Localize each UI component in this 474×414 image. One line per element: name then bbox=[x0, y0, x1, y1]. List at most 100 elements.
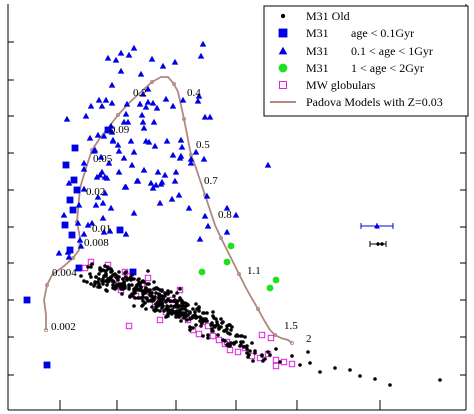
point-old bbox=[199, 324, 203, 328]
legend-swatch-mw bbox=[278, 80, 288, 90]
point-old bbox=[148, 288, 152, 292]
point-mid bbox=[80, 159, 88, 166]
legend-label: MW globulars bbox=[306, 78, 376, 92]
point-old bbox=[184, 313, 188, 317]
point-old bbox=[274, 347, 278, 351]
point-mid bbox=[149, 184, 157, 191]
point-old bbox=[333, 366, 337, 370]
point-old bbox=[160, 306, 164, 310]
point-old bbox=[111, 273, 115, 277]
point-old bbox=[219, 317, 223, 321]
point-mid bbox=[179, 96, 187, 103]
point-young bbox=[116, 226, 124, 234]
model-age-tick bbox=[236, 271, 241, 276]
point-mid bbox=[65, 179, 73, 186]
point-old bbox=[181, 304, 185, 308]
point-old bbox=[178, 304, 182, 308]
point-old bbox=[188, 325, 192, 329]
model-age-tick bbox=[171, 82, 176, 87]
point-mid bbox=[148, 55, 156, 62]
point-mw bbox=[209, 332, 217, 340]
point-mid bbox=[147, 179, 155, 186]
point-mw bbox=[267, 334, 275, 342]
point-old bbox=[191, 307, 195, 311]
point-old bbox=[139, 296, 143, 300]
point-old bbox=[128, 294, 132, 298]
point-old bbox=[82, 279, 86, 283]
point-old bbox=[89, 265, 93, 269]
legend-entry-mid: M31 0.1 < age < 1Gyr bbox=[278, 44, 433, 58]
point-old bbox=[221, 320, 225, 324]
point-old bbox=[236, 334, 240, 338]
point-mid bbox=[201, 212, 209, 219]
point-young bbox=[61, 221, 69, 229]
point-old bbox=[221, 338, 225, 342]
point-mid bbox=[159, 62, 167, 69]
point-old bbox=[97, 272, 101, 276]
model-age-tick bbox=[289, 340, 294, 345]
point-mid bbox=[99, 214, 107, 221]
error-bar bbox=[369, 241, 387, 247]
point-mid bbox=[156, 199, 164, 206]
point-old bbox=[245, 344, 249, 348]
point-mid bbox=[90, 147, 98, 154]
point-old bbox=[438, 378, 442, 382]
point-old bbox=[106, 265, 110, 269]
legend-label: M31 bbox=[306, 26, 329, 40]
model-age-label: 0.02 bbox=[86, 186, 105, 198]
point-old bbox=[130, 283, 134, 287]
point-old bbox=[89, 275, 93, 279]
point-old bbox=[110, 269, 114, 273]
point-old bbox=[212, 324, 216, 328]
point-old bbox=[164, 315, 168, 319]
model-age-tick bbox=[116, 113, 121, 118]
point-old bbox=[226, 342, 230, 346]
legend-label: Padova Models with Z=0.03 bbox=[306, 95, 443, 109]
point-old bbox=[248, 349, 252, 353]
point-mid bbox=[80, 230, 88, 237]
point-mid bbox=[138, 111, 146, 118]
point-old bbox=[98, 268, 102, 272]
point-old bbox=[178, 311, 182, 315]
series-intermediate bbox=[198, 242, 280, 292]
legend-swatch-mid bbox=[278, 46, 288, 55]
point-old bbox=[124, 270, 128, 274]
point-old bbox=[176, 299, 180, 303]
point-old bbox=[117, 270, 121, 274]
point-mid bbox=[133, 177, 141, 184]
point-mid bbox=[109, 137, 117, 144]
point-mid bbox=[187, 155, 195, 162]
legend: M31 Old M31 age < 0.1Gyr M31 0.1 < age < 1Gy… bbox=[263, 5, 469, 117]
point-young bbox=[70, 176, 78, 184]
point-old bbox=[229, 341, 233, 345]
legend-label: M31 bbox=[306, 61, 329, 75]
point-mid bbox=[103, 174, 111, 181]
point-mid bbox=[223, 204, 231, 211]
point-old bbox=[100, 279, 104, 283]
point-mid bbox=[115, 147, 123, 154]
point-mid bbox=[75, 201, 83, 208]
point-old bbox=[210, 321, 214, 325]
point-mid bbox=[151, 142, 159, 149]
point-mid bbox=[130, 209, 138, 216]
point-old bbox=[141, 299, 145, 303]
point-mid bbox=[169, 102, 177, 109]
point-old bbox=[205, 319, 209, 323]
point-mid bbox=[185, 204, 193, 211]
point-young bbox=[69, 206, 77, 214]
point-mw bbox=[195, 330, 203, 338]
point-mid bbox=[232, 211, 240, 218]
point-mid bbox=[187, 159, 195, 166]
legend-swatch-intermediate bbox=[278, 63, 288, 73]
point-old bbox=[184, 304, 188, 308]
point-old bbox=[94, 275, 98, 279]
point-old bbox=[157, 296, 161, 300]
point-mid bbox=[63, 115, 71, 122]
point-mid bbox=[178, 143, 186, 150]
point-mid bbox=[117, 67, 125, 74]
point-mid bbox=[108, 81, 116, 88]
point-mid bbox=[177, 136, 185, 143]
point-old bbox=[185, 309, 189, 313]
point-old bbox=[154, 291, 158, 295]
point-old bbox=[228, 332, 232, 336]
